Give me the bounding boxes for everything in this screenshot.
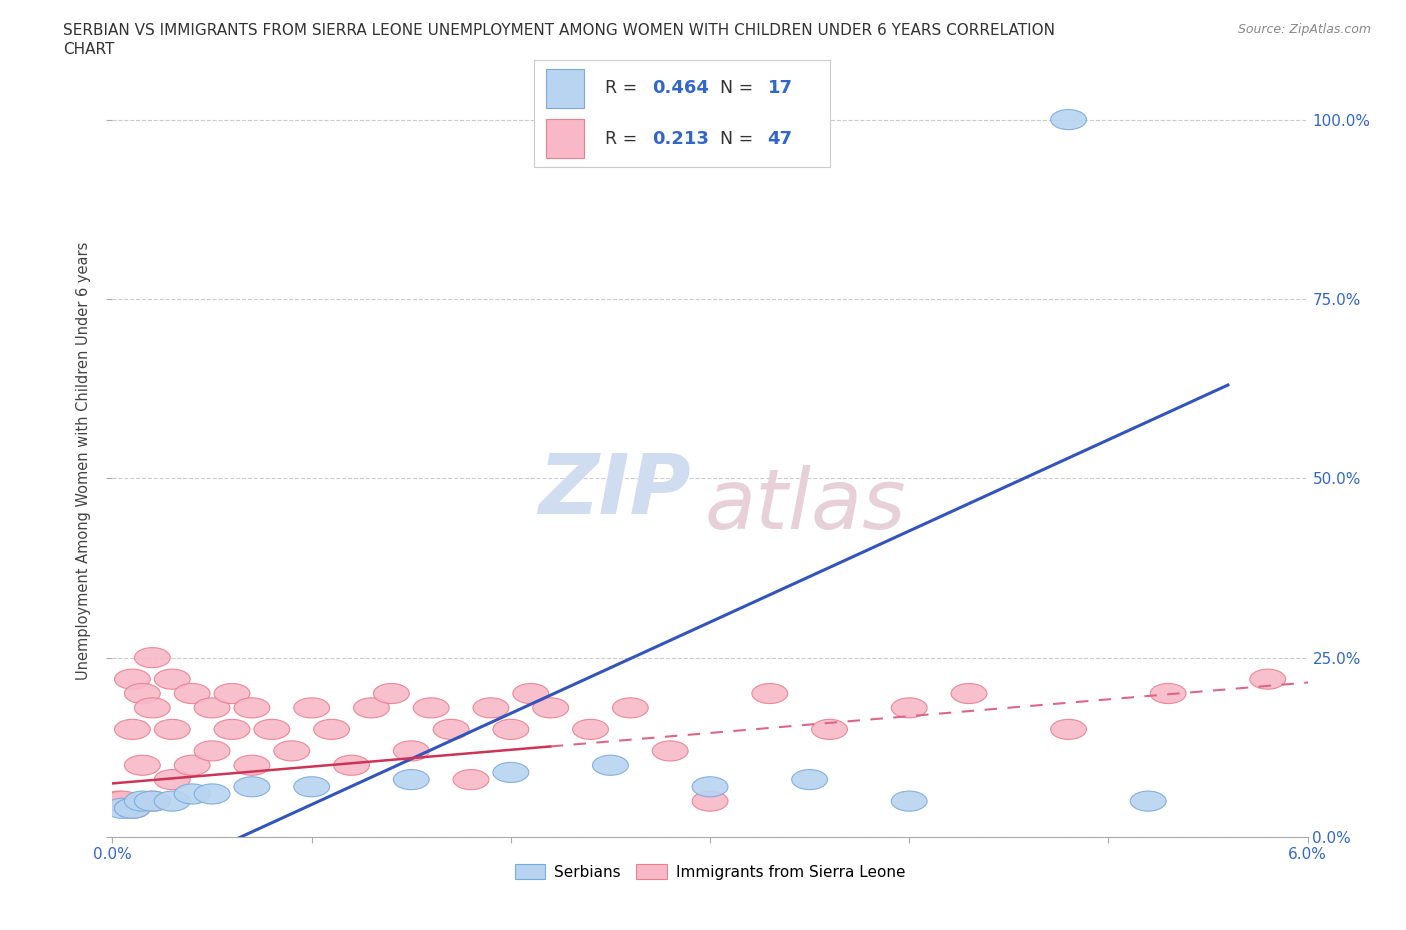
Text: 47: 47 — [768, 129, 793, 148]
Text: 0.464: 0.464 — [652, 79, 709, 98]
Ellipse shape — [135, 791, 170, 811]
Text: N =: N = — [720, 129, 759, 148]
Text: CHART: CHART — [63, 42, 115, 57]
Ellipse shape — [214, 719, 250, 739]
Ellipse shape — [104, 798, 141, 818]
Ellipse shape — [294, 698, 329, 718]
Ellipse shape — [155, 791, 190, 811]
Ellipse shape — [194, 741, 231, 761]
Ellipse shape — [233, 777, 270, 797]
Ellipse shape — [453, 769, 489, 790]
Ellipse shape — [135, 698, 170, 718]
FancyBboxPatch shape — [546, 119, 585, 158]
Ellipse shape — [792, 769, 828, 790]
Ellipse shape — [114, 669, 150, 689]
Legend: Serbians, Immigrants from Sierra Leone: Serbians, Immigrants from Sierra Leone — [509, 857, 911, 886]
Ellipse shape — [125, 791, 160, 811]
Ellipse shape — [135, 791, 170, 811]
Text: atlas: atlas — [704, 465, 907, 546]
Ellipse shape — [394, 741, 429, 761]
Ellipse shape — [194, 698, 231, 718]
Ellipse shape — [692, 777, 728, 797]
Ellipse shape — [891, 791, 927, 811]
Ellipse shape — [155, 669, 190, 689]
Ellipse shape — [114, 719, 150, 739]
Ellipse shape — [513, 684, 548, 704]
Ellipse shape — [572, 719, 609, 739]
Ellipse shape — [135, 647, 170, 668]
Text: SERBIAN VS IMMIGRANTS FROM SIERRA LEONE UNEMPLOYMENT AMONG WOMEN WITH CHILDREN U: SERBIAN VS IMMIGRANTS FROM SIERRA LEONE … — [63, 23, 1056, 38]
Ellipse shape — [353, 698, 389, 718]
Ellipse shape — [155, 769, 190, 790]
Ellipse shape — [233, 755, 270, 776]
Ellipse shape — [692, 791, 728, 811]
Ellipse shape — [125, 684, 160, 704]
Ellipse shape — [194, 784, 231, 804]
Ellipse shape — [494, 763, 529, 782]
Ellipse shape — [114, 798, 150, 818]
Ellipse shape — [592, 755, 628, 776]
Ellipse shape — [101, 791, 136, 811]
Ellipse shape — [950, 684, 987, 704]
Ellipse shape — [174, 755, 209, 776]
Ellipse shape — [1250, 669, 1285, 689]
Ellipse shape — [1050, 110, 1087, 129]
Ellipse shape — [394, 769, 429, 790]
Text: R =: R = — [605, 79, 643, 98]
Ellipse shape — [294, 777, 329, 797]
Ellipse shape — [254, 719, 290, 739]
Ellipse shape — [413, 698, 449, 718]
Ellipse shape — [433, 719, 470, 739]
Ellipse shape — [752, 684, 787, 704]
Ellipse shape — [652, 741, 688, 761]
Ellipse shape — [472, 698, 509, 718]
Ellipse shape — [174, 684, 209, 704]
Ellipse shape — [613, 698, 648, 718]
Ellipse shape — [811, 719, 848, 739]
Text: ZIP: ZIP — [538, 450, 690, 531]
Text: Source: ZipAtlas.com: Source: ZipAtlas.com — [1237, 23, 1371, 36]
Ellipse shape — [374, 684, 409, 704]
Ellipse shape — [1050, 719, 1087, 739]
Ellipse shape — [1130, 791, 1166, 811]
Ellipse shape — [125, 755, 160, 776]
Ellipse shape — [494, 719, 529, 739]
Ellipse shape — [114, 798, 150, 818]
Ellipse shape — [333, 755, 370, 776]
Text: 17: 17 — [768, 79, 793, 98]
Ellipse shape — [891, 698, 927, 718]
Ellipse shape — [314, 719, 350, 739]
Ellipse shape — [233, 698, 270, 718]
Ellipse shape — [174, 784, 209, 804]
Ellipse shape — [104, 791, 141, 811]
Y-axis label: Unemployment Among Women with Children Under 6 years: Unemployment Among Women with Children U… — [76, 241, 91, 680]
Text: N =: N = — [720, 79, 759, 98]
Text: R =: R = — [605, 129, 643, 148]
Ellipse shape — [274, 741, 309, 761]
Ellipse shape — [155, 719, 190, 739]
FancyBboxPatch shape — [546, 69, 585, 108]
Text: 0.213: 0.213 — [652, 129, 709, 148]
Ellipse shape — [1150, 684, 1187, 704]
Ellipse shape — [533, 698, 568, 718]
Ellipse shape — [214, 684, 250, 704]
